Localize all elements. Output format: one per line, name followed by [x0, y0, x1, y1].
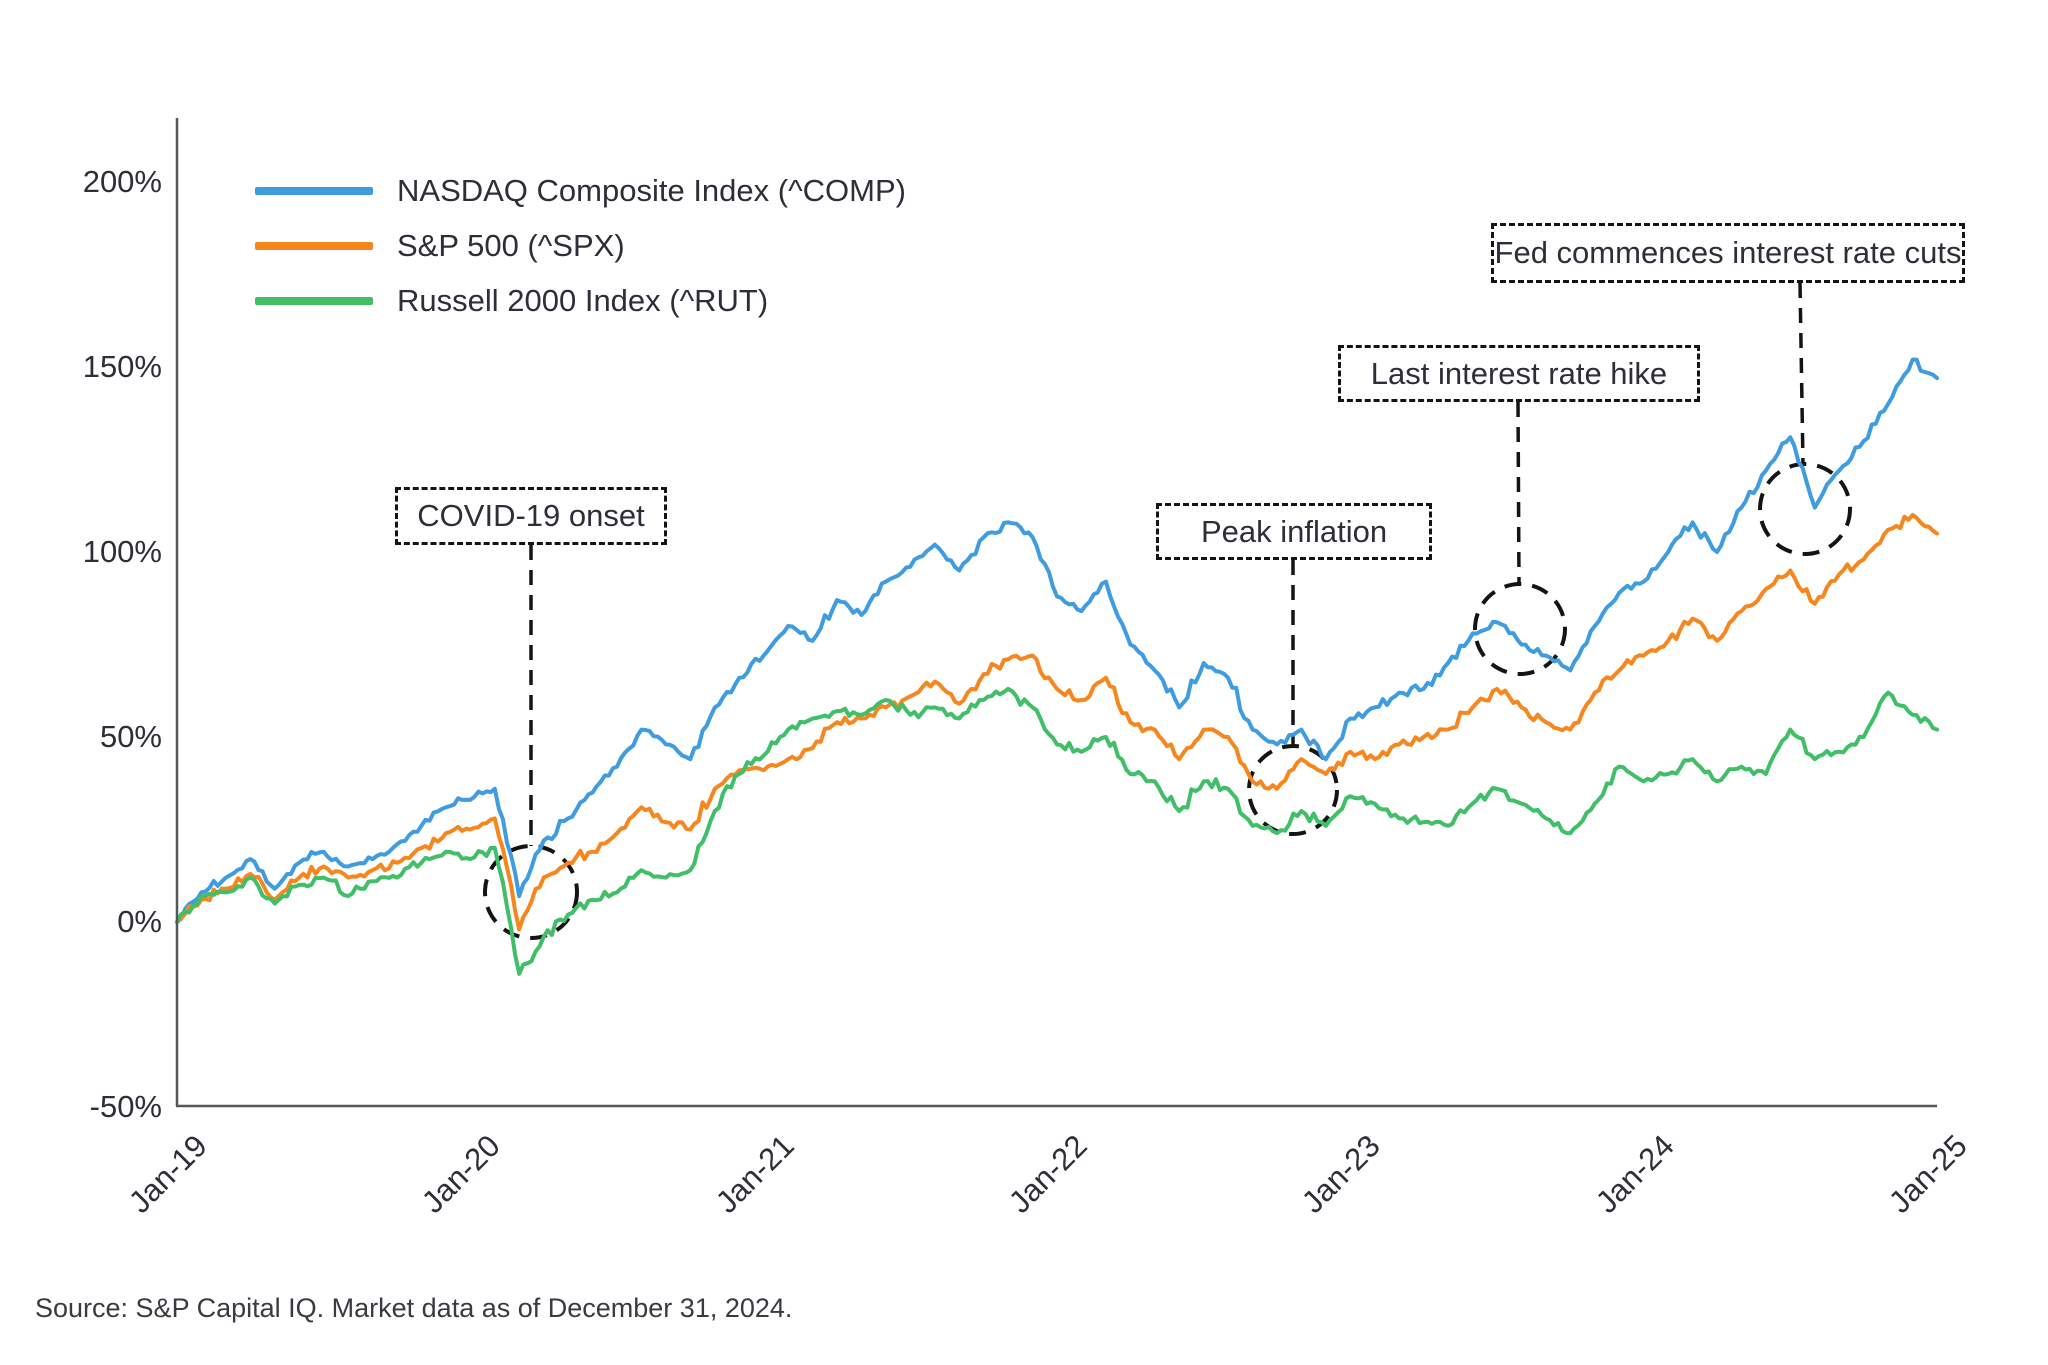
- legend-item: Russell 2000 Index (^RUT): [255, 273, 906, 328]
- legend-item: S&P 500 (^SPX): [255, 218, 906, 273]
- annotation-leader-line: [1798, 282, 1805, 465]
- annotation-circle: [1247, 744, 1339, 836]
- y-axis-label: 0%: [117, 904, 162, 939]
- series-line-russell2000: [175, 686, 1939, 976]
- annotation-circle: [483, 844, 579, 940]
- y-axis-label: 50%: [99, 719, 162, 754]
- annotation-box: COVID-19 onset: [395, 487, 667, 545]
- legend: NASDAQ Composite Index (^COMP) S&P 500 (^…: [255, 163, 906, 328]
- annotation-layer: [483, 282, 1852, 940]
- annotation-box: Peak inflation: [1156, 503, 1432, 560]
- source-note: Source: S&P Capital IQ. Market data as o…: [35, 1293, 793, 1323]
- legend-swatch: [255, 186, 373, 195]
- legend-swatch: [255, 241, 373, 250]
- axis-layer: [175, 118, 1937, 1108]
- legend-item: NASDAQ Composite Index (^COMP): [255, 163, 906, 218]
- y-axis-label: 100%: [82, 534, 162, 569]
- annotation-box: Fed commences interest rate cuts: [1491, 223, 1965, 283]
- series-line-sp500: [175, 513, 1939, 932]
- legend-label: S&P 500 (^SPX): [397, 227, 625, 263]
- series-layer: [175, 357, 1939, 976]
- y-axis-label: 150%: [82, 349, 162, 384]
- legend-label: Russell 2000 Index (^RUT): [397, 282, 769, 318]
- annotation-circle: [1758, 462, 1852, 556]
- series-line-nasdaq: [175, 357, 1939, 924]
- annotation-leader-line: [1516, 401, 1521, 585]
- legend-label: NASDAQ Composite Index (^COMP): [397, 172, 906, 208]
- y-axis-label: -50%: [89, 1089, 162, 1124]
- y-axis-label: 200%: [82, 164, 162, 199]
- legend-swatch: [255, 296, 373, 305]
- annotation-box: Last interest rate hike: [1338, 345, 1700, 402]
- annotation-circle: [1473, 582, 1567, 676]
